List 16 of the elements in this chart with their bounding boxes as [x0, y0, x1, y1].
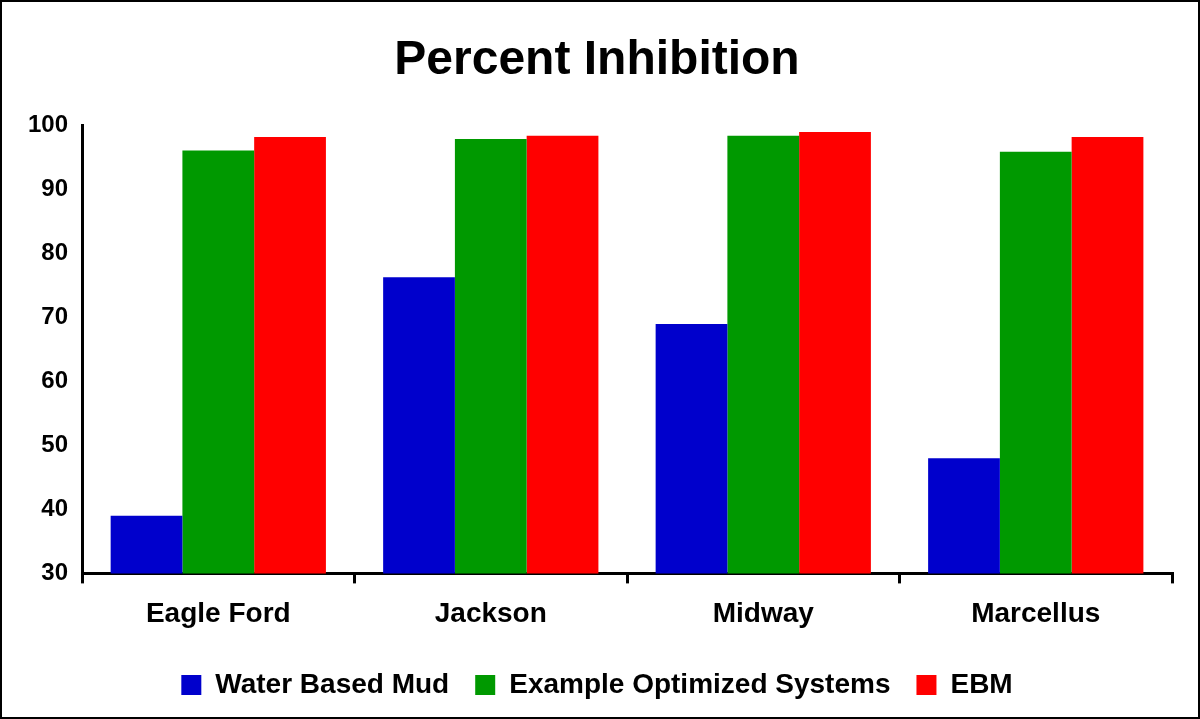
legend-label: EBM	[950, 667, 1013, 699]
y-tick-label: 90	[41, 174, 69, 202]
y-tick-label: 100	[28, 110, 69, 138]
y-tick-label: 50	[41, 430, 69, 458]
x-tick-label: Jackson	[434, 596, 547, 628]
y-tick-label: 80	[41, 238, 69, 266]
y-tick-label: 70	[41, 302, 69, 330]
legend-label: Water Based Mud	[215, 667, 450, 699]
y-tick-label: 40	[41, 494, 69, 522]
chart-title: Percent Inhibition	[394, 31, 800, 85]
x-tick-label: Marcellus	[971, 596, 1101, 628]
y-tick-label: 30	[41, 558, 69, 586]
y-tick-label: 60	[41, 366, 69, 394]
x-tick-label: Midway	[712, 596, 815, 628]
legend-label: Example Optimized Systems	[509, 667, 891, 699]
x-tick-label: Eagle Ford	[145, 596, 291, 628]
